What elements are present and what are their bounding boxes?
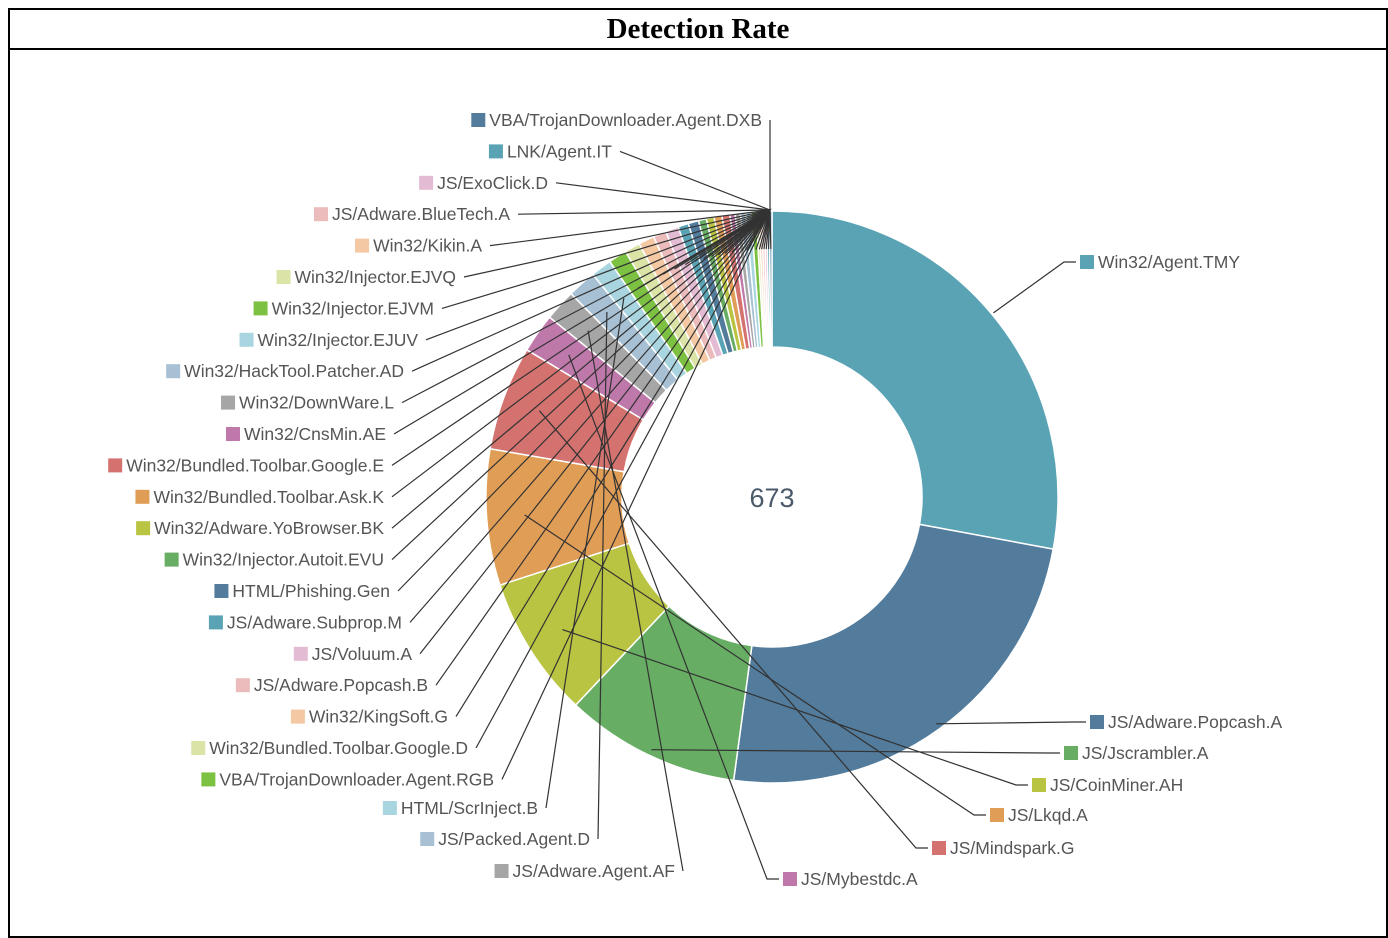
chart-title: Detection Rate [606,12,790,45]
label-win32-injector-ejvq: Win32/Injector.EJVQ [295,267,456,287]
label-js-mybestdc-a: JS/Mybestdc.A [801,869,918,889]
label-win32-injector-autoit-evu: Win32/Injector.Autoit.EVU [183,550,384,570]
swatch-js-adware-bluetech-a [313,207,328,222]
swatch-html-phishing-gen [214,584,229,598]
swatch-js-voluum-a [293,646,308,661]
slice-js-adware-popcash-a [732,523,1055,784]
label-js-mindspark-g: JS/Mindspark.G [950,838,1074,858]
leader-line-win32-agent-tmy [993,261,1076,314]
swatch-win32-downware-l [221,395,236,410]
swatch-js-jscrambler-a [1064,746,1078,760]
label-js-voluum-a: JS/Voluum.A [312,644,413,664]
center-total: 673 [749,483,794,513]
swatch-win32-bundled-toolbar-google-e [108,458,123,473]
leader-line-js-jscrambler-a [651,749,1060,754]
swatch-js-adware-popcash-b [235,678,250,693]
leader-lines [391,120,1086,880]
label-js-adware-bluetech-a: JS/Adware.BlueTech.A [332,204,510,224]
label-win32-bundled-toolbar-google-e: Win32/Bundled.Toolbar.Google.E [126,455,384,475]
swatch-win32-injector-autoit-evu [164,552,179,567]
leader-line-js-mindspark-g [539,410,928,849]
swatch-win32-kingsoft-g [290,709,305,724]
swatch-js-coinminer-ah [1032,778,1046,792]
label-vba-trojandownloader-agent-rgb: VBA/TrojanDownloader.Agent.RGB [219,769,494,789]
swatch-win32-hacktool-patcher-ad [166,364,181,379]
label-win32-bundled-toolbar-ask-k: Win32/Bundled.Toolbar.Ask.K [153,487,384,507]
leader-line-js-lkqd-a [524,514,986,816]
swatch-win32-bundled-toolbar-ask-k [135,489,150,504]
leader-line-html-scrinject-b [545,298,625,809]
label-js-coinminer-ah: JS/CoinMiner.AH [1050,775,1183,795]
swatch-js-exoclick-d [419,175,434,190]
label-js-jscrambler-a: JS/Jscrambler.A [1082,743,1209,763]
swatch-win32-cnsmin-ae [226,427,240,441]
label-win32-hacktool-patcher-ad: Win32/HackTool.Patcher.AD [184,361,404,381]
label-win32-adware-yobrowser-bk: Win32/Adware.YoBrowser.BK [154,518,384,538]
label-js-adware-popcash-a: JS/Adware.Popcash.A [1108,712,1282,732]
label-win32-bundled-toolbar-google-d: Win32/Bundled.Toolbar.Google.D [209,738,468,758]
title-row: Detection Rate [10,10,1386,50]
label-html-phishing-gen: HTML/Phishing.Gen [232,581,390,601]
swatch-win32-injector-ejvm [253,301,268,316]
label-js-adware-subprop-m: JS/Adware.Subprop.M [227,612,402,632]
label-win32-agent-tmy: Win32/Agent.TMY [1098,252,1240,272]
swatch-win32-injector-ejuv [239,332,254,347]
swatch-win32-kikin-a [355,238,370,253]
label-lnk-agent-it: LNK/Agent.IT [507,141,612,161]
swatch-win32-injector-ejvq [276,270,291,284]
swatch-js-adware-agent-af [494,864,509,878]
chart-frame: Detection Rate [8,8,1388,938]
swatch-js-adware-subprop-m [208,615,223,630]
label-win32-injector-ejuv: Win32/Injector.EJUV [258,330,419,350]
label-vba-trojandownloader-agent-dxb: VBA/TrojanDownloader.Agent.DXB [489,110,762,130]
leader-line-js-mybestdc-a [568,354,779,880]
leader-line-vba-trojandownloader-agent-dxb [769,120,772,250]
slice-win32-agent-tmy [771,210,1059,551]
label-html-scrinject-b: HTML/ScrInject.B [401,798,538,818]
label-js-lkqd-a: JS/Lkqd.A [1008,805,1088,825]
swatch-html-scrinject-b [382,801,397,815]
label-js-exoclick-d: JS/ExoClick.D [437,173,548,193]
label-win32-kikin-a: Win32/Kikin.A [373,236,482,256]
label-win32-injector-ejvm: Win32/Injector.EJVM [272,298,434,318]
label-win32-kingsoft-g: Win32/KingSoft.G [309,707,448,727]
label-win32-cnsmin-ae: Win32/CnsMin.AE [244,424,386,444]
swatch-js-mindspark-g [932,841,946,855]
leader-line-js-adware-popcash-a [936,721,1086,725]
swatch-js-mybestdc-a [783,872,797,886]
swatch-js-lkqd-a [990,808,1004,822]
label-js-adware-popcash-b: JS/Adware.Popcash.B [254,675,428,695]
swatch-win32-bundled-toolbar-google-d [191,741,206,755]
swatch-js-packed-agent-d [420,832,435,846]
label-win32-downware-l: Win32/DownWare.L [239,393,394,413]
swatch-js-adware-popcash-a [1090,715,1104,729]
labels: Win32/Agent.TMY JS/Adware.Popcash.A JS/Jsc… [108,110,1282,889]
label-js-adware-agent-af: JS/Adware.Agent.AF [513,861,675,881]
label-js-packed-agent-d: JS/Packed.Agent.D [438,829,590,849]
leader-line-js-coinminer-ah [562,628,1028,786]
swatch-win32-adware-yobrowser-bk [136,521,151,536]
leader-line-js-packed-agent-d [597,311,608,840]
swatch-lnk-agent-it [488,144,503,159]
swatch-win32-agent-tmy [1080,255,1094,269]
slices [485,210,1059,784]
swatch-vba-trojandownloader-agent-rgb [201,772,216,787]
swatch-vba-trojandownloader-agent-dxb [471,113,486,127]
